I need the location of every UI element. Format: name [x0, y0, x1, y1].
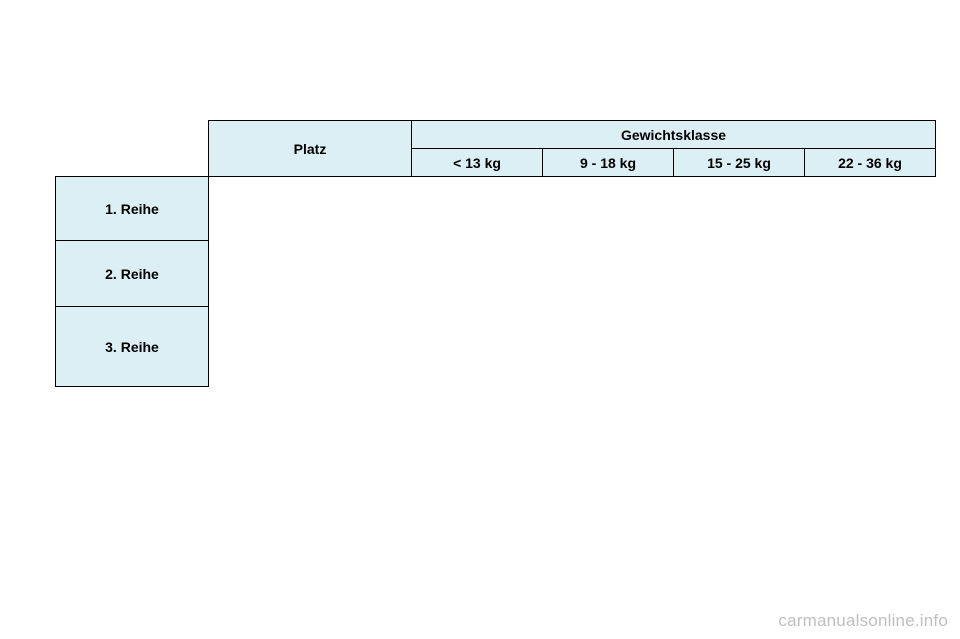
spacer-cell: [56, 121, 209, 149]
weight-col-1: 9 - 18 kg: [543, 149, 674, 177]
weight-col-3: 22 - 36 kg: [805, 149, 936, 177]
spacer-cell: [209, 307, 936, 387]
row-label-2: 2. Reihe: [56, 241, 209, 307]
spacer-cell: [209, 177, 936, 241]
weight-col-0: < 13 kg: [412, 149, 543, 177]
row-label-3: 3. Reihe: [56, 307, 209, 387]
weight-col-2: 15 - 25 kg: [674, 149, 805, 177]
weightclass-header: Gewichtsklasse: [412, 121, 936, 149]
spacer-cell: [56, 149, 209, 177]
watermark-text: carmanualsonline.info: [778, 611, 948, 631]
row-label-1: 1. Reihe: [56, 177, 209, 241]
platz-header: Platz: [209, 121, 412, 177]
spacer-cell: [209, 241, 936, 307]
child-seat-table: Platz Gewichtsklasse < 13 kg 9 - 18 kg 1…: [55, 120, 936, 387]
